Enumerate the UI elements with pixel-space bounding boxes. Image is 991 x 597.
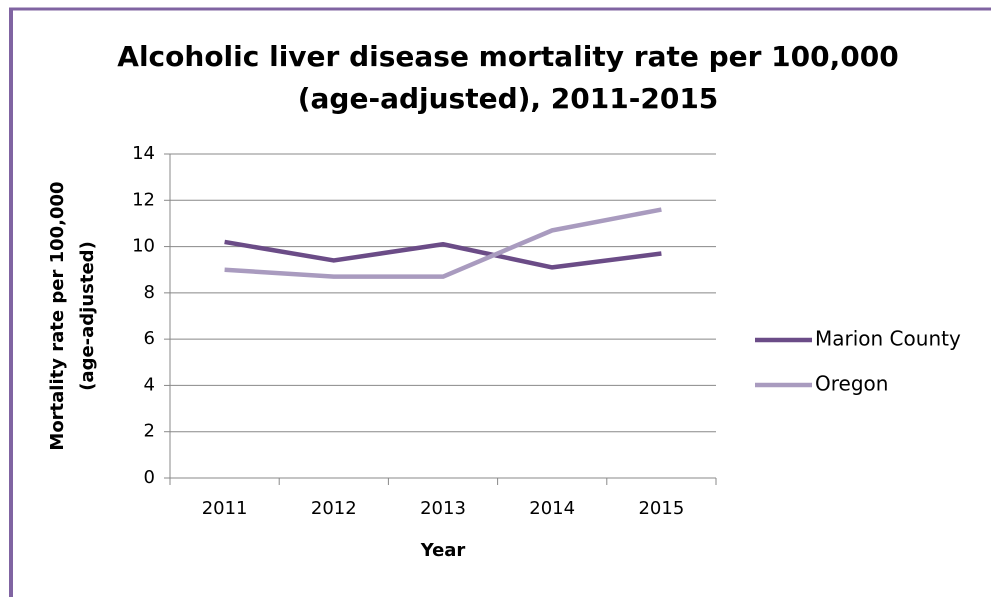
y-tick-label: 4 <box>144 374 155 395</box>
chart-title: Alcoholic liver disease mortality rate p… <box>117 40 898 73</box>
legend-label: Oregon <box>815 372 888 396</box>
y-tick-label: 2 <box>144 421 155 442</box>
chart-title: (age-adjusted), 2011-2015 <box>298 82 719 115</box>
y-axis-title: (age-adjusted) <box>77 241 98 391</box>
series-line <box>224 207 662 279</box>
x-tick-label: 2014 <box>529 498 575 519</box>
x-axis-title: Year <box>420 540 466 561</box>
y-tick-label: 14 <box>132 143 155 164</box>
y-tick-label: 0 <box>144 467 155 488</box>
x-tick-label: 2011 <box>202 498 248 519</box>
series-line <box>224 239 662 270</box>
legend-label: Marion County <box>815 327 961 351</box>
x-tick-label: 2012 <box>311 498 357 519</box>
y-tick-label: 12 <box>132 189 155 210</box>
y-tick-label: 8 <box>144 282 155 303</box>
x-tick-label: 2015 <box>638 498 684 519</box>
y-tick-label: 10 <box>132 236 155 257</box>
x-tick-label: 2013 <box>420 498 466 519</box>
y-axis-title: Mortality rate per 100,000 <box>47 181 68 450</box>
y-tick-label: 6 <box>144 328 155 349</box>
